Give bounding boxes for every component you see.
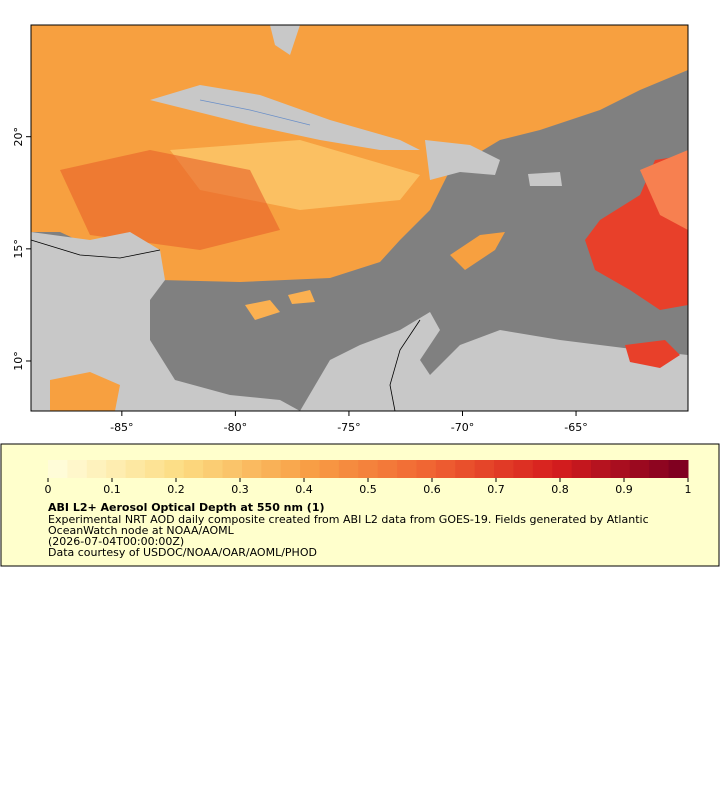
map: -85° -80° -75° -70° -65° 10° 15° 20° <box>12 24 689 434</box>
map-frame <box>30 24 689 412</box>
colorbar-step <box>144 460 165 478</box>
colorbar-tick-label: 0.9 <box>615 483 633 496</box>
land-small-island <box>528 172 562 186</box>
y-tick-label: 10° <box>12 351 25 371</box>
y-tick-label: 20° <box>12 127 25 147</box>
land-peninsula <box>270 25 300 55</box>
legend-title: ABI L2+ Aerosol Optical Depth at 550 nm … <box>48 501 325 514</box>
colorbar-step <box>86 460 107 478</box>
colorbar-tick-label: 0.5 <box>359 483 377 496</box>
colorbar-step <box>435 460 456 478</box>
x-tick-label: -75° <box>337 421 360 434</box>
colorbar-tick-label: 0.4 <box>295 483 313 496</box>
colorbar-step <box>377 460 398 478</box>
colorbar-step <box>552 460 573 478</box>
colorbar-tick-label: 0.8 <box>551 483 569 496</box>
colorbar-step <box>629 460 650 478</box>
aerosol-dense <box>60 150 280 250</box>
river <box>199 99 311 126</box>
aerosol-patch <box>245 300 280 320</box>
colorbar-step <box>280 460 301 478</box>
colorbar-step <box>222 460 243 478</box>
colorbar-step <box>261 460 282 478</box>
colorbar-step <box>455 460 476 478</box>
colorbar-step <box>319 460 340 478</box>
land-cuba <box>150 85 420 150</box>
colorbar-step <box>571 460 592 478</box>
colorbar-step <box>106 460 127 478</box>
legend-line: OceanWatch node at NOAA/AOML <box>48 524 235 537</box>
colorbar-tick-label: 0.2 <box>167 483 185 496</box>
colorbar-step <box>649 460 670 478</box>
aerosol-patch <box>50 372 120 411</box>
colorbar-step <box>125 460 146 478</box>
colorbar-step <box>513 460 534 478</box>
land-central-america <box>31 232 300 411</box>
colorbar-step <box>67 460 88 478</box>
colorbar-tick-label: 0.3 <box>231 483 249 496</box>
x-tick-label: -70° <box>451 421 474 434</box>
colorbar-step <box>610 460 631 478</box>
colorbar-step <box>203 460 224 478</box>
legend-line: Experimental NRT AOD daily composite cre… <box>48 513 649 526</box>
colorbar: 0 0.1 0.2 0.3 0.4 0.5 0.6 0.7 0.8 0.9 1 <box>45 460 692 496</box>
aerosol-patch <box>450 232 505 270</box>
colorbar-step <box>241 460 262 478</box>
y-tick-label: 15° <box>12 239 25 259</box>
colorbar-tick-label: 1 <box>685 483 692 496</box>
x-tick-label: -85° <box>110 421 133 434</box>
colorbar-tick-label: 0.1 <box>103 483 121 496</box>
colorbar-tick-label: 0.7 <box>487 483 505 496</box>
border-line <box>389 319 421 412</box>
colorbar-tick-label: 0 <box>45 483 52 496</box>
border-line <box>30 239 161 259</box>
colorbar-tick-label: 0.6 <box>423 483 441 496</box>
colorbar-step <box>668 460 689 478</box>
x-tick-label: -65° <box>564 421 587 434</box>
colorbar-step <box>338 460 359 478</box>
land-south-america <box>300 312 688 411</box>
colorbar-step <box>358 460 379 478</box>
colorbar-step <box>532 460 553 478</box>
aerosol-patch <box>625 340 680 368</box>
colorbar-step <box>494 460 514 478</box>
legend: 0 0.1 0.2 0.3 0.4 0.5 0.6 0.7 0.8 0.9 1 ABI L2+ Ae… <box>0 443 720 567</box>
aerosol-east-light <box>640 150 688 230</box>
legend-line: Data courtesy of USDOC/NOAA/OAR/AOML/PHO… <box>48 546 317 559</box>
x-tick-label: -80° <box>224 421 247 434</box>
colorbar-step <box>300 460 321 478</box>
colorbar-step <box>474 460 495 478</box>
legend-line: (2026-07-04T00:00:00Z) <box>48 535 184 548</box>
colorbar-step <box>164 460 185 478</box>
colorbar-step <box>183 460 204 478</box>
colorbar-step <box>48 460 68 478</box>
colorbar-step <box>591 460 611 478</box>
colorbar-step <box>416 460 437 478</box>
aerosol-patch <box>288 290 315 304</box>
colorbar-step <box>397 460 417 478</box>
land-hispaniola <box>425 140 500 180</box>
